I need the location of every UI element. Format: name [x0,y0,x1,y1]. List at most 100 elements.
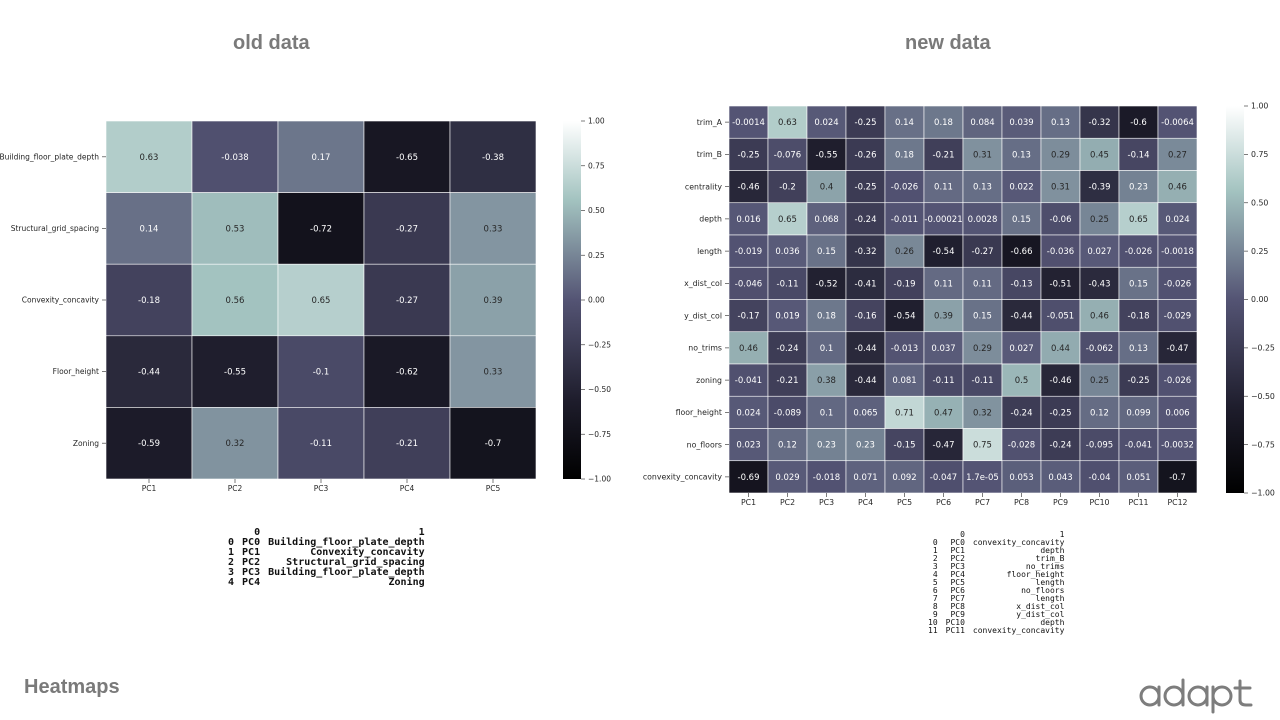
table-row: 9 PC9 y_dist_col [920,610,1065,619]
cell-value-label: 0.33 [484,368,503,378]
table-cell: convexity_concavity [972,538,1065,547]
table-cell: PC9 [950,610,965,619]
column-tick-label: PC3 [314,484,329,493]
table-row: 5 PC5 length [920,578,1065,587]
cell-value-label: 0.024 [814,118,838,128]
cell-value-label: -0.7 [1169,473,1186,483]
cell-value-label: 0.15 [1129,279,1148,289]
heatmap-cell [767,234,808,268]
column-tick-label: PC6 [936,498,951,507]
cell-value-label: -0.18 [1128,312,1150,322]
table-cell: Convexity_concavity [310,547,425,558]
column-tick-label: PC5 [486,484,501,493]
table-cell: PC7 [950,594,965,603]
table-cell: no_trims [1025,562,1065,571]
cell-value-label: 0.022 [1009,183,1033,193]
heatmap-cell [806,363,847,397]
cell-value-label: 0.039 [1009,118,1033,128]
column-tick-label: PC4 [858,498,873,507]
cell-value-label: -0.7 [485,439,502,449]
heatmap-cell [767,363,808,397]
table-cell: depth [1040,546,1065,555]
table-row: 8 PC8 x_dist_col [920,602,1065,611]
cell-value-label: -0.24 [1050,441,1072,451]
table-cell: PC4 [242,577,261,588]
cell-value-label: 0.099 [1126,408,1150,418]
cell-value-label: 0.037 [931,344,955,354]
adapt-logo-mark [1139,678,1253,714]
colorbar-tick-label: −0.50 [588,385,611,394]
heatmap-cell [1079,202,1120,236]
cell-value-label: -0.62 [396,368,418,378]
cell-value-label: 0.63 [778,118,797,128]
heatmap-cell [923,266,964,300]
heatmap-cell [962,170,1003,204]
table-cell: PC8 [950,602,965,611]
heatmap-cell [1040,299,1081,333]
cell-value-label: 0.65 [1129,215,1148,225]
row-tick-label: Convexity_concavity [22,296,100,305]
cell-value-label: 0.56 [226,296,245,306]
row-tick-label: depth [699,215,722,224]
cell-value-label: -0.24 [777,344,799,354]
cell-value-label: 0.39 [484,296,503,306]
cell-value-label: 0.26 [895,247,914,257]
heatmap-cell [728,170,769,204]
cell-value-label: -0.076 [774,150,801,160]
cell-value-label: -0.25 [1128,376,1150,386]
cell-value-label: 0.036 [775,247,799,257]
heatmap-cell [884,170,925,204]
colorbar-tick-label: 0.75 [588,161,605,170]
table-row: 0 PC0 convexity_concavity [920,538,1065,547]
row-tick-label: zoning [696,376,722,385]
table-cell: Building_floor_plate_depth [268,567,425,578]
cell-value-label: -0.029 [1164,312,1191,322]
heatmap-cell [1118,395,1159,429]
heatmap-cell [1079,266,1120,300]
column-tick-label: PC4 [400,484,415,493]
cell-value-label: -0.13 [1011,279,1033,289]
table-cell: Zoning [388,577,425,588]
heatmaps-footer: Heatmaps [24,676,120,698]
heatmap-cell [191,335,279,408]
cell-value-label: 0.18 [934,118,953,128]
table-cell: 8 [932,602,938,611]
table-cell: floor_height [1006,570,1065,579]
heatmap-cell [923,363,964,397]
colorbar-tick-label: −1.00 [1251,489,1275,498]
row-tick-label: Zoning [73,439,99,448]
table-row: 1 PC1 depth [920,546,1065,555]
cell-value-label: 0.024 [1165,215,1189,225]
table-row: 11 PC11 convexity_concavity [920,627,1064,635]
heatmap-cell [1040,202,1081,236]
cell-value-label: -0.66 [1011,247,1033,257]
table-row: 7 PC7 length [920,594,1065,603]
colorbar-tick-label: −0.50 [1251,392,1275,401]
heatmap-cell [962,137,1003,171]
heatmap-cell [1079,395,1120,429]
heatmap-cell [884,202,925,236]
cell-value-label: -0.47 [1167,344,1189,354]
cell-value-label: -0.44 [138,368,160,378]
heatmap-cell [806,234,847,268]
heatmap-cell [806,395,847,429]
heatmap-cell [1157,363,1198,397]
cell-value-label: -0.51 [1050,279,1072,289]
cell-value-label: 0.23 [1129,183,1148,193]
cell-value-label: -0.046 [735,279,762,289]
cell-value-label: -0.72 [310,224,332,234]
heatmap-cell [1157,170,1198,204]
heatmap-cell [884,299,925,333]
cell-value-label: 0.029 [775,473,799,483]
heatmap-cell [806,299,847,333]
table-cell: 10 [928,618,938,627]
table-cell: PC5 [950,578,965,587]
cell-value-label: 0.13 [1012,150,1031,160]
cell-value-label: -0.25 [1050,408,1072,418]
cell-value-label: 0.75 [973,441,992,451]
cell-value-label: -0.38 [482,153,504,163]
column-tick-label: PC8 [1014,498,1029,507]
cell-value-label: -0.2 [779,183,796,193]
heatmap-cell [449,192,537,265]
